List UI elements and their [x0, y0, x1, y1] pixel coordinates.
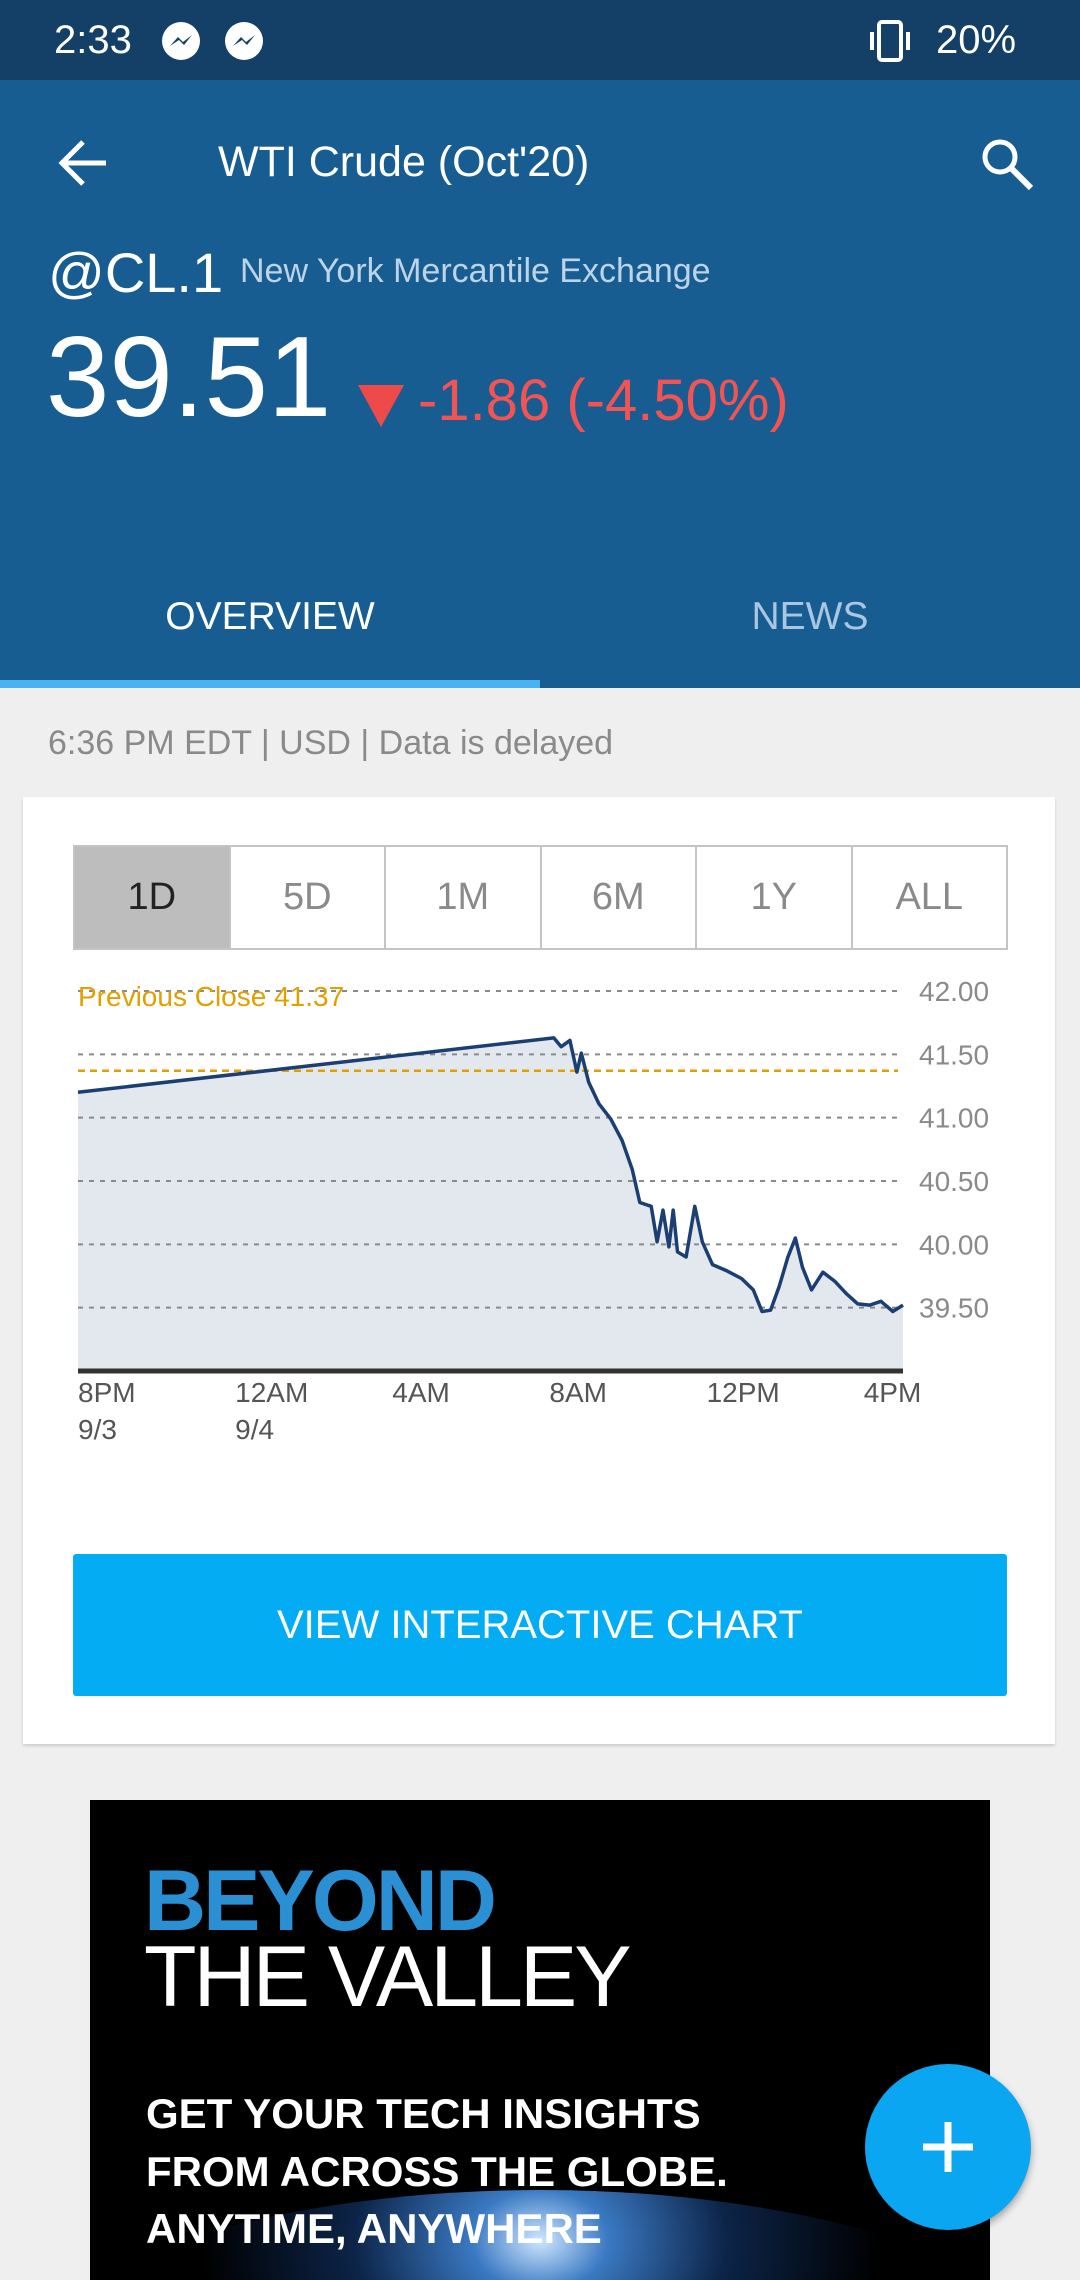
tab-overview[interactable]: OVERVIEW: [165, 595, 375, 638]
add-button[interactable]: [865, 2064, 1031, 2230]
ad-title-2: THE VALLEY: [144, 1929, 632, 2025]
ad-line: ANYTIME, ANYWHERE: [146, 2205, 602, 2252]
tab-news[interactable]: NEWS: [751, 595, 869, 638]
status-bar: 2:33 20%: [0, 0, 1080, 80]
battery-level: 20%: [936, 18, 1017, 62]
notification-icons: [162, 22, 263, 60]
range-button[interactable]: 1Y: [695, 845, 853, 950]
exchange: New York Mercantile Exchange: [240, 252, 711, 290]
header: WTI Crude (Oct'20) @CL.1 New York Mercan…: [0, 80, 1080, 688]
range-button[interactable]: 5D: [228, 845, 386, 950]
down-arrow: [358, 385, 404, 427]
page-title: WTI Crude (Oct'20): [218, 138, 590, 186]
symbol: @CL.1: [48, 241, 224, 304]
back-button[interactable]: [58, 138, 110, 188]
button-label: VIEW INTERACTIVE CHART: [277, 1602, 803, 1647]
range-button[interactable]: ALL: [850, 845, 1008, 950]
status-time: 2:33: [54, 18, 132, 62]
ad-title-1: BEYOND: [144, 1853, 497, 1949]
advertisement[interactable]: BEYOND THE VALLEY GET YOUR TECH INSIGHTS…: [90, 1800, 990, 2280]
tab-indicator: [0, 680, 540, 688]
ad-line: FROM ACROSS THE GLOBE.: [146, 2148, 728, 2195]
range-button[interactable]: 6M: [539, 845, 697, 950]
interactive-chart-button[interactable]: VIEW INTERACTIVE CHART: [73, 1554, 1007, 1696]
plus-icon: [923, 2122, 973, 2172]
ad-line: GET YOUR TECH INSIGHTS: [146, 2090, 701, 2137]
range-button[interactable]: 1D: [73, 845, 231, 950]
price: 39.51: [46, 314, 332, 441]
search-button[interactable]: [978, 135, 1036, 193]
data-note: 6:36 PM EDT | USD | Data is delayed: [48, 724, 614, 762]
range-button[interactable]: 1M: [384, 845, 542, 950]
vibrate-icon: [870, 20, 910, 62]
price-change: -1.86 (-4.50%): [418, 368, 789, 433]
